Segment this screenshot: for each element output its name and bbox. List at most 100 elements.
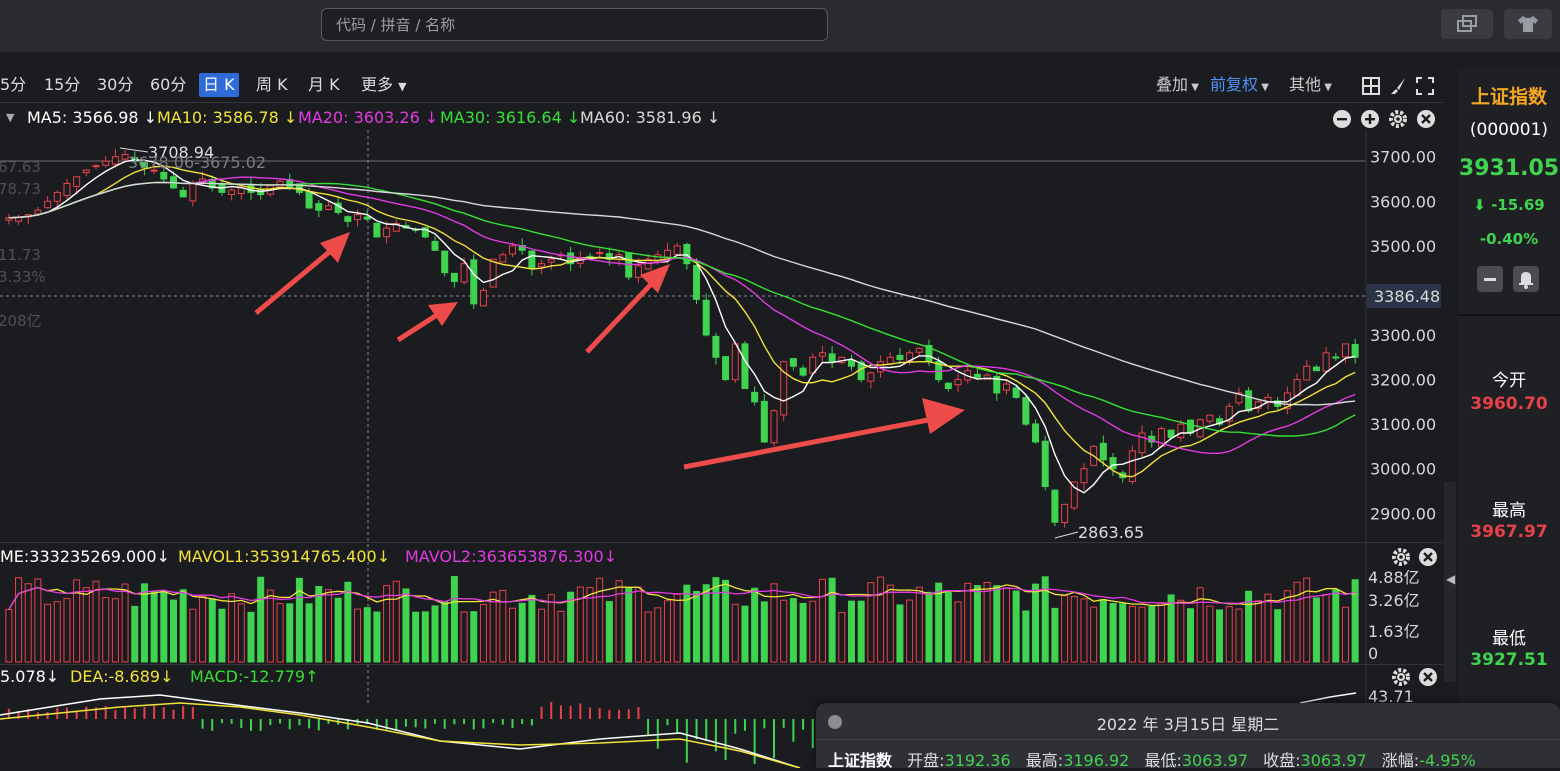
candle-body: [722, 356, 730, 381]
period-bar: 5分 15分 30分 60分 日 K 周 K 月 K 更多 ▼ 叠加 ▼ 前复权…: [0, 68, 1443, 102]
volume-bar: [286, 603, 294, 663]
volume-bar: [450, 576, 458, 663]
macd-bar: [327, 719, 330, 724]
volume-bar: [15, 577, 23, 663]
grid-layout-icon[interactable]: [1362, 77, 1380, 101]
kline-chart[interactable]: 67.63 78.73 11.73 3.33% 208亿 3700.00 3600…: [0, 130, 1443, 703]
close-dot-icon[interactable]: [828, 715, 842, 729]
volume-bar: [634, 586, 642, 663]
macd-bar: [598, 708, 601, 719]
candle-body: [460, 263, 468, 283]
candle-body: [1012, 387, 1020, 398]
remove-watch-button[interactable]: [1477, 266, 1503, 292]
crosshair-price-box: [1367, 284, 1441, 308]
volume-bar: [1051, 607, 1059, 663]
shirt-icon: [1518, 16, 1538, 32]
open-value: 3960.70: [1470, 394, 1548, 414]
candle-body: [450, 272, 458, 283]
price-axis-label: 3200.00: [1370, 371, 1436, 390]
macd-bar: [782, 719, 785, 728]
volume-bar: [538, 608, 546, 663]
candles: [5, 148, 1359, 528]
alert-button[interactable]: [1513, 266, 1539, 292]
volume-bar: [5, 608, 13, 663]
candle-body: [780, 361, 788, 416]
dea-line: [0, 702, 801, 768]
macd-bar: [424, 719, 427, 729]
candle-body: [140, 162, 148, 169]
info-high-label: 最高:: [1025, 751, 1064, 770]
ma5-value: MA5: 3566.98 ↓: [27, 108, 158, 127]
zoom-out-icon[interactable]: [1333, 110, 1351, 128]
close-icon[interactable]: [1419, 668, 1437, 686]
macd-chart[interactable]: 43.71: [0, 689, 1443, 768]
volume-bar: [257, 576, 265, 663]
info-date: 2022 年 3月15日 星期二: [1096, 715, 1280, 734]
volume-bar: [586, 587, 594, 663]
close-icon[interactable]: [1419, 548, 1437, 566]
overlay-dropdown[interactable]: 叠加 ▼: [1156, 73, 1199, 97]
candle-body: [993, 375, 1001, 394]
volume-bar: [935, 582, 943, 663]
volume-bar: [906, 599, 914, 663]
window-layout-button[interactable]: [1441, 9, 1493, 39]
volume-chart[interactable]: 4.88亿 3.26亿 1.63亿 0: [0, 570, 1443, 663]
volume-bar: [1128, 606, 1136, 663]
high-label: 最高: [1492, 501, 1526, 521]
candle-body: [34, 209, 42, 215]
close-icon[interactable]: [1417, 110, 1435, 128]
period-day[interactable]: 日 K: [199, 73, 239, 97]
macd-bar: [27, 709, 30, 719]
candle-body: [111, 156, 119, 165]
volume-bar: [828, 577, 836, 663]
zoom-in-icon[interactable]: [1361, 110, 1379, 128]
fullscreen-icon[interactable]: [1416, 77, 1434, 101]
volume-bar: [237, 603, 245, 663]
volume-bar: [1148, 605, 1156, 663]
volume-bar: [169, 599, 178, 663]
gear-icon[interactable]: [1392, 548, 1410, 566]
info-open: 3192.36: [944, 751, 1011, 770]
adjust-dropdown[interactable]: 前复权 ▼: [1210, 73, 1269, 97]
macd-bar: [375, 719, 378, 730]
panel-collapse-handle[interactable]: ◀: [1444, 482, 1456, 682]
candle-body: [1080, 468, 1088, 484]
index-change: ⬇ -15.69: [1458, 196, 1560, 214]
candle-body: [470, 259, 478, 305]
high-value: 3967.97: [1470, 522, 1548, 542]
period-more-label: 更多: [361, 75, 394, 94]
macd-bar: [550, 701, 553, 719]
gear-icon[interactable]: [1392, 668, 1410, 686]
brush-icon[interactable]: [1389, 77, 1407, 101]
candle-body: [1167, 429, 1175, 438]
period-15min[interactable]: 15分: [44, 75, 81, 94]
other-dropdown[interactable]: 其他 ▼: [1289, 73, 1332, 97]
volume-bar: [1090, 606, 1098, 663]
period-5min[interactable]: 5分: [0, 75, 27, 94]
volume-bar: [266, 589, 274, 663]
mavol2-value: MAVOL2:363653876.300↓: [405, 547, 618, 566]
macd-bar: [482, 719, 485, 729]
gear-icon[interactable]: [1389, 110, 1407, 128]
volume-bar: [412, 611, 420, 663]
candle-body: [896, 354, 904, 361]
macd-bar: [124, 707, 127, 719]
period-30min[interactable]: 30分: [97, 75, 134, 94]
arrow-annotation: [254, 232, 350, 315]
period-week[interactable]: 周 K: [256, 75, 288, 94]
candle-body: [363, 216, 371, 220]
volume-bar: [1274, 609, 1282, 663]
search-input[interactable]: [321, 8, 828, 41]
macd-bar: [259, 719, 262, 731]
volume-bar: [383, 585, 391, 663]
candle-body: [944, 382, 952, 389]
volume-axis-label: 4.88亿: [1368, 570, 1420, 587]
volume-bar: [673, 593, 681, 663]
period-60min[interactable]: 60分: [150, 75, 187, 94]
ghost-label: 67.63: [0, 158, 41, 176]
period-month[interactable]: 月 K: [308, 75, 340, 94]
volume-bar: [1264, 593, 1272, 663]
period-more[interactable]: 更多 ▼: [357, 73, 411, 97]
skin-button[interactable]: [1504, 9, 1552, 39]
volume-bar: [460, 611, 468, 663]
